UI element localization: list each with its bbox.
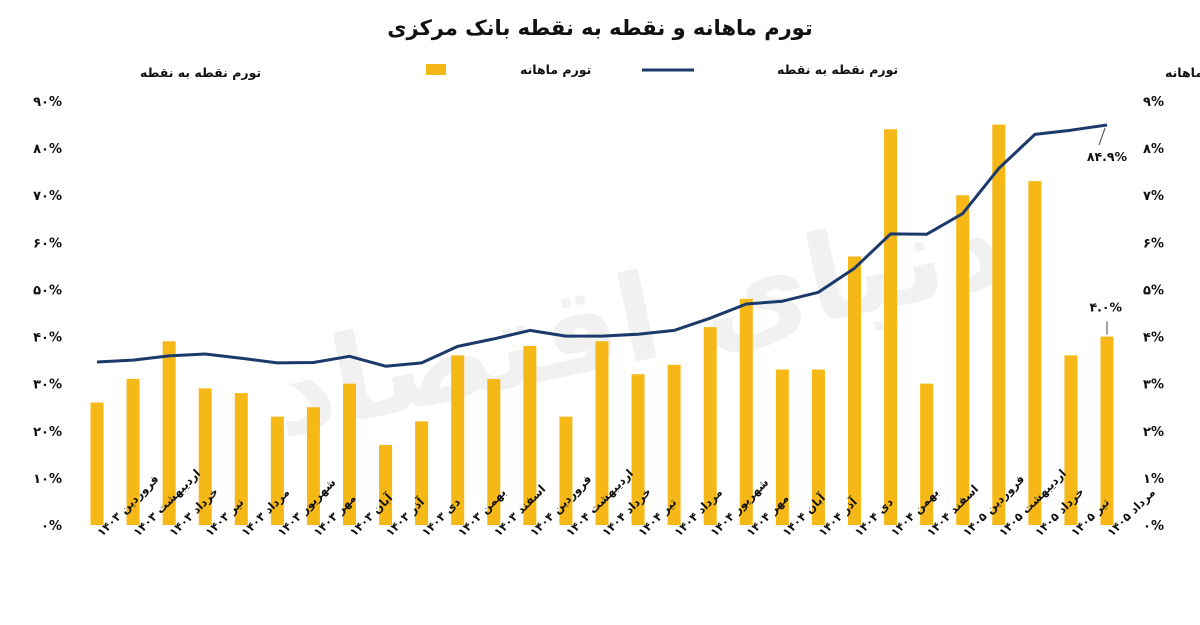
bar [1064, 355, 1078, 525]
annotations: ۸۴.۹% ۴.۰% [1087, 127, 1128, 335]
bar [1028, 181, 1042, 526]
bar [306, 407, 320, 525]
legend-bar-label: تورم ماهانه [520, 62, 591, 78]
bar [451, 355, 465, 525]
right-tick-label: ۵% [1143, 283, 1164, 298]
last-line-label: ۸۴.۹% [1087, 149, 1128, 164]
left-tick-label: ۶۰% [33, 236, 62, 251]
bar [992, 124, 1006, 526]
legend-bar-swatch [426, 64, 446, 75]
chart-title: تورم ماهانه و نقطه به نقطه بانک مرکزی [387, 16, 812, 40]
left-axis-title: تورم نقطه به نقطه [140, 65, 261, 81]
bar [270, 416, 284, 525]
right-tick-label: ۴% [1143, 331, 1164, 346]
bar [811, 369, 825, 525]
left-tick-label: ۷۰% [33, 189, 62, 204]
left-tick-label: ۰% [41, 519, 62, 534]
legend: تورم نقطه به نقطه تورم ماهانه [426, 62, 898, 78]
bar-series [90, 124, 1114, 526]
bar [884, 129, 898, 525]
left-tick-label: ۸۰% [33, 142, 62, 157]
bar [487, 378, 501, 525]
bar [559, 416, 573, 525]
left-tick-label: ۳۰% [33, 378, 62, 393]
bar [162, 341, 176, 525]
bar [595, 341, 609, 525]
right-axis-ticks: ۰% ۱% ۲% ۳% ۴% ۵% ۶% ۷% ۸% ۹% [1143, 95, 1164, 534]
right-tick-label: ۷% [1143, 189, 1164, 204]
bar [523, 345, 537, 525]
line-series [96, 123, 1108, 368]
right-tick-label: ۱% [1143, 472, 1164, 487]
left-tick-label: ۴۰% [33, 331, 62, 346]
bar [90, 402, 104, 525]
bar [667, 364, 681, 525]
bar [343, 383, 356, 525]
right-axis-title: تورم ماهانه [1165, 65, 1200, 81]
left-axis-ticks: ۰% ۱۰% ۲۰% ۳۰% ۴۰% ۵۰% ۶۰% ۷۰% ۸۰% ۹۰% [33, 95, 62, 534]
bar [631, 374, 645, 525]
bar [198, 388, 212, 525]
bar [415, 421, 429, 525]
right-tick-label: ۳% [1143, 378, 1164, 393]
bar [1100, 336, 1114, 525]
bar [920, 383, 934, 525]
right-tick-label: ۲% [1143, 425, 1164, 440]
bar [703, 327, 717, 525]
bar [379, 444, 393, 525]
bar [956, 195, 970, 525]
legend-line-label: تورم نقطه به نقطه [777, 62, 898, 78]
left-tick-label: ۲۰% [33, 425, 62, 440]
bar [739, 298, 753, 525]
right-tick-label: ۸% [1143, 142, 1164, 157]
bar [848, 256, 861, 525]
right-tick-label: ۶% [1143, 236, 1164, 251]
bar [126, 378, 140, 525]
right-tick-label: ۹% [1143, 95, 1164, 110]
bar [775, 369, 789, 525]
left-tick-label: ۹۰% [33, 95, 62, 110]
line-label-leader [1098, 127, 1106, 146]
left-tick-label: ۵۰% [33, 283, 62, 298]
line-path [96, 123, 1108, 368]
bar [234, 393, 248, 525]
left-tick-label: ۱۰% [33, 472, 62, 487]
last-bar-label: ۴.۰% [1089, 300, 1122, 315]
right-tick-label: ۰% [1143, 519, 1164, 534]
